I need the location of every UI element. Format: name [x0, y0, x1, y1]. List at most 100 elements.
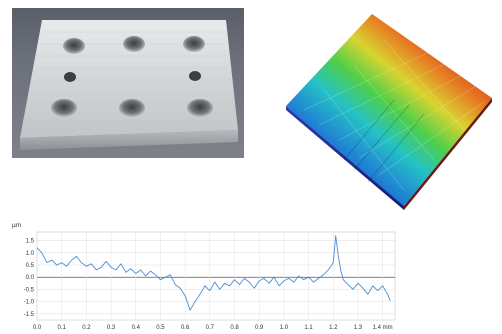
plate-front-edge [20, 130, 238, 150]
machined-plate-photo [12, 8, 244, 158]
x-tick-label: 0.8 [230, 325, 239, 331]
y-tick-label: 0.0 [26, 275, 35, 281]
profile-point [283, 280, 285, 282]
series-layer [36, 235, 391, 311]
profile-chart-svg: µm 1.5 1.0 0.5 0.0 -0.5 -1.0 -1.5 0.0 0.1 0.2 0.3 0… [12, 222, 396, 331]
y-tick-label: 0.5 [26, 263, 35, 269]
small-hole-icon [189, 71, 201, 81]
profile-point [199, 293, 201, 295]
plot-frame [36, 231, 396, 321]
profile-point [248, 281, 250, 283]
x-tick-label: 0.7 [206, 325, 215, 331]
y-tick-label: -1.5 [24, 312, 35, 318]
profile-point [303, 279, 304, 281]
profile-point [340, 269, 342, 271]
profile-point [130, 268, 132, 270]
profile-point [263, 278, 265, 279]
axis-layer: 1.5 1.0 0.5 0.0 -0.5 -1.0 -1.5 0.0 0.1 0.2 0.3 0.4 0… [24, 239, 393, 331]
profile-point [382, 285, 384, 287]
profile-point [288, 278, 290, 279]
profile-point [100, 267, 102, 268]
profile-point [145, 275, 146, 277]
y-tick-label: 1.5 [26, 239, 35, 245]
profile-point [155, 274, 156, 276]
profile-point [224, 282, 225, 284]
surface-side-left [286, 106, 404, 210]
x-tick-label: 0.3 [107, 325, 116, 331]
profile-point [184, 295, 186, 296]
surface-topography-map [284, 10, 496, 212]
roughness-profile-chart: µm 1.5 1.0 0.5 0.0 -0.5 -1.0 -1.5 0.0 0.1 0.2 0.3 0… [10, 218, 400, 332]
profile-point [125, 271, 127, 273]
x-tick-label: 0.1 [58, 325, 67, 331]
x-tick-label: 0.2 [82, 325, 91, 331]
surface-side-right [404, 98, 492, 210]
profile-point [115, 269, 117, 271]
surface-3d-illustration [286, 14, 492, 210]
surface-texture [303, 39, 485, 191]
profile-point [298, 275, 300, 277]
profile-point [174, 284, 176, 285]
profile-point [81, 262, 82, 263]
y-tick-label: 1.0 [26, 251, 35, 257]
profile-point [335, 235, 337, 237]
profile-point [258, 280, 260, 282]
profile-point [308, 276, 309, 278]
profile-point [253, 287, 255, 289]
profile-point [204, 285, 206, 287]
profile-point [389, 300, 391, 301]
hole-icon [187, 99, 213, 117]
x-tick-label: 0.9 [255, 325, 264, 331]
hole-icon [51, 99, 77, 117]
small-hole-icon [64, 72, 76, 82]
profile-point [169, 274, 171, 276]
profile-point [352, 289, 354, 290]
profile-point [71, 259, 72, 261]
profile-point [135, 273, 137, 274]
profile-point [51, 259, 53, 261]
x-tick-label: 1.1 [304, 325, 313, 331]
profile-point [342, 279, 344, 281]
machined-plate-illustration [20, 20, 238, 150]
y-tick-label: -0.5 [24, 287, 35, 293]
profile-point [327, 269, 329, 271]
profile-point [209, 290, 211, 292]
profile-point [268, 282, 270, 284]
hole-icon [63, 38, 85, 54]
profile-point [105, 260, 107, 262]
x-tick-label: 0.5 [156, 325, 165, 331]
plate-holes [51, 36, 213, 117]
profile-point [36, 247, 38, 249]
profile-point [110, 267, 112, 268]
profile-point [56, 264, 58, 266]
profile-point [140, 269, 142, 271]
profile-point [357, 282, 359, 284]
profile-point [367, 293, 369, 295]
profile-point [194, 301, 196, 303]
profile-point [244, 278, 245, 279]
profile-point [387, 293, 388, 295]
profile-point [318, 278, 319, 279]
profile-point [150, 270, 151, 272]
surface-ridges [343, 99, 425, 183]
profile-point [323, 274, 324, 276]
profile-point [95, 269, 97, 271]
profile-point [239, 284, 240, 285]
profile-point [76, 256, 77, 257]
profile-point [165, 276, 166, 278]
x-tick-label: 1.3 [354, 325, 363, 331]
profile-point [90, 263, 92, 265]
profile-point [120, 263, 122, 265]
profile-point [377, 290, 379, 292]
profile-point [313, 281, 314, 283]
x-tick-label: 0.0 [33, 325, 42, 331]
hole-icon [183, 36, 205, 52]
profile-point [234, 279, 235, 281]
profile-point [273, 276, 275, 278]
profile-point [372, 285, 374, 287]
profile-point [332, 262, 334, 263]
profile-point [46, 262, 48, 263]
profile-point [160, 279, 161, 281]
x-tick-label: 0.6 [181, 325, 190, 331]
x-tick-label: 1.2 [329, 325, 338, 331]
